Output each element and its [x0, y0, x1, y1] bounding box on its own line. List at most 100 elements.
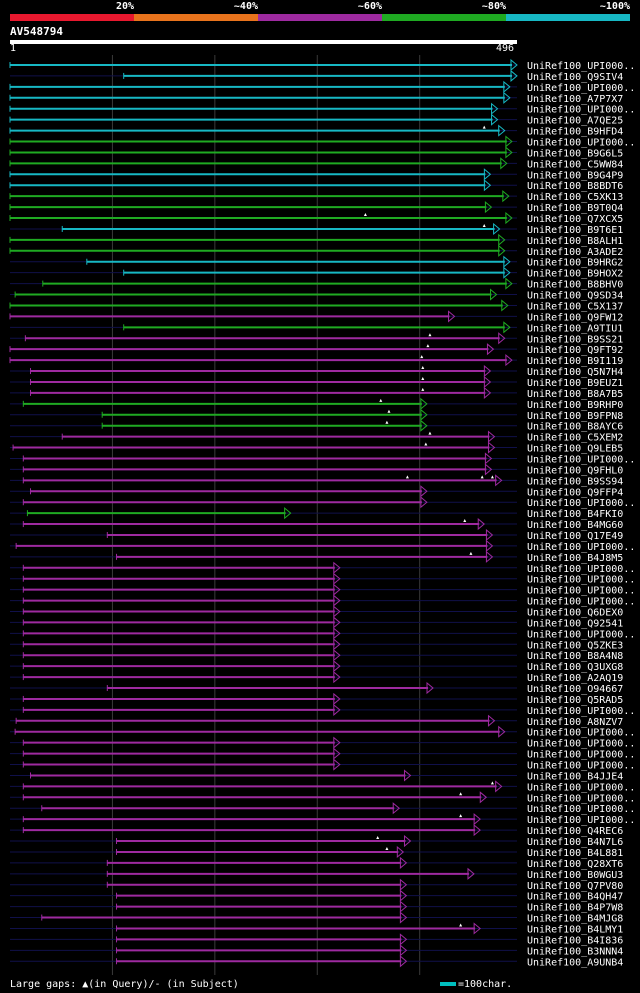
query-gap-marker	[405, 475, 409, 479]
hit-arrow	[484, 452, 493, 465]
scale-legend-swatch	[440, 982, 456, 986]
hit-label: UniRef100_B9G6L5	[527, 148, 623, 159]
scale-segment-3	[258, 14, 382, 21]
hit-label: UniRef100_B4MJG8	[527, 914, 623, 925]
hit-label: UniRef100_UPI000..	[527, 597, 635, 608]
hit-label: UniRef100_B4I836	[527, 935, 623, 946]
query-gap-marker	[421, 366, 425, 370]
hit-arrow	[399, 900, 408, 913]
hit-arrow	[392, 802, 400, 815]
hit-arrow	[396, 845, 405, 859]
hit-arrow	[473, 824, 481, 837]
hit-label: UniRef100_B9G4P9	[527, 170, 623, 181]
hit-arrow	[333, 649, 341, 662]
hit-label: UniRef100_B4LMY1	[527, 924, 623, 935]
hit-arrow	[403, 834, 412, 848]
query-gap-marker	[459, 814, 463, 818]
hit-label: UniRef100_B4J8M5	[527, 553, 623, 564]
hit-label: UniRef100_Q7PV80	[527, 881, 623, 892]
hit-label: UniRef100_UPI000..	[527, 750, 635, 761]
query-gap-marker	[482, 125, 486, 129]
query-gap-marker	[421, 387, 425, 391]
hit-label: UniRef100_Q92541	[527, 618, 623, 629]
hit-arrow	[333, 583, 341, 596]
hit-arrow	[420, 485, 428, 498]
hit-arrow	[495, 474, 503, 487]
hit-arrow	[500, 157, 508, 170]
hit-label: UniRef100_B3NNN4	[527, 946, 623, 957]
hit-arrow	[485, 539, 494, 552]
hit-arrow	[510, 58, 518, 72]
hit-arrow	[491, 113, 499, 126]
hit-label: UniRef100_B8ALH1	[527, 236, 623, 247]
gaps-legend: Large gaps: ▲(in Query)/- (in Subject)	[10, 979, 239, 990]
hit-arrow	[501, 299, 509, 312]
query-gap-marker	[469, 551, 473, 555]
hit-arrow	[333, 638, 341, 651]
hit-label: UniRef100_UPI000..	[527, 542, 635, 553]
hit-label: UniRef100_A3ADE2	[527, 247, 623, 258]
hit-label: UniRef100_B8BHV0	[527, 280, 623, 291]
scale-label-40: ~40%	[233, 1, 258, 12]
hit-label: UniRef100_B0WGU3	[527, 870, 623, 881]
hit-label: UniRef100_B9I119	[527, 356, 623, 367]
hit-label: UniRef100_A2AQ19	[527, 673, 623, 684]
hit-label: UniRef100_B9HFD4	[527, 127, 623, 138]
hit-label: UniRef100_Q17E49	[527, 531, 623, 542]
identity-scale-bar: 20% ~40% ~60% ~80% ~100%	[0, 0, 640, 24]
hit-arrow	[333, 692, 341, 706]
hit-arrow	[399, 889, 408, 902]
hit-arrow	[503, 266, 511, 279]
query-gap-marker	[376, 836, 380, 840]
hit-label: UniRef100_Q28XT6	[527, 859, 623, 870]
hit-arrow	[491, 102, 499, 115]
hit-arrow	[477, 517, 486, 531]
hit-label: UniRef100_UPI000..	[527, 793, 635, 804]
hit-arrow	[493, 222, 501, 236]
scale-label-80: ~80%	[481, 1, 506, 12]
hit-arrow	[420, 408, 428, 421]
hit-label: UniRef100_UPI000..	[527, 498, 635, 509]
hit-arrow	[333, 572, 341, 585]
hit-label: UniRef100_UPI000..	[527, 761, 635, 772]
hit-arrow	[483, 386, 492, 399]
hit-arrow	[479, 791, 488, 804]
hit-label: UniRef100_B4N7L6	[527, 837, 623, 848]
scale-label-20: 20%	[115, 1, 134, 12]
hit-label: UniRef100_C5X137	[527, 301, 623, 312]
hit-arrow	[333, 671, 341, 684]
hit-arrow	[473, 922, 481, 935]
hit-label: UniRef100_A9UNB4	[527, 957, 623, 968]
hit-label: UniRef100_Q7XCX5	[527, 214, 623, 225]
hit-arrow	[498, 332, 506, 345]
scale-label-60: ~60%	[357, 1, 382, 12]
hit-label: UniRef100_UPI000..	[527, 728, 635, 739]
hit-arrow	[420, 397, 428, 410]
hit-label: UniRef100_Q9FW12	[527, 312, 623, 323]
hit-label: UniRef100_B4L881	[527, 848, 623, 859]
hit-arrow	[503, 91, 511, 104]
hit-label: UniRef100_Q4REC6	[527, 826, 623, 837]
query-gap-marker	[426, 344, 430, 348]
query-gap-marker	[463, 519, 467, 523]
hit-label: UniRef100_Q3UXG8	[527, 662, 623, 673]
hit-label: UniRef100_O94667	[527, 684, 623, 695]
query-gap-marker	[421, 376, 425, 380]
query-gap-marker	[480, 475, 484, 479]
hit-label: UniRef100_B9SS21	[527, 334, 623, 345]
hit-label: UniRef100_B4QH47	[527, 892, 623, 903]
hit-label: UniRef100_B9T6E1	[527, 225, 623, 236]
hit-label: UniRef100_B9T0Q4	[527, 203, 623, 214]
hit-arrow	[333, 736, 341, 749]
query-gap-marker	[459, 792, 463, 796]
hit-arrow	[333, 616, 341, 629]
hit-label: UniRef100_UPI000..	[527, 575, 635, 586]
hit-arrow	[399, 878, 408, 891]
scale-segment-2	[134, 14, 258, 21]
hit-arrow	[503, 80, 511, 93]
hit-arrow	[505, 211, 513, 225]
hit-label: UniRef100_B9HRG2	[527, 258, 623, 269]
hit-arrow	[333, 594, 341, 607]
hit-arrow	[505, 354, 513, 367]
hit-label: UniRef100_B9HOX2	[527, 269, 623, 280]
